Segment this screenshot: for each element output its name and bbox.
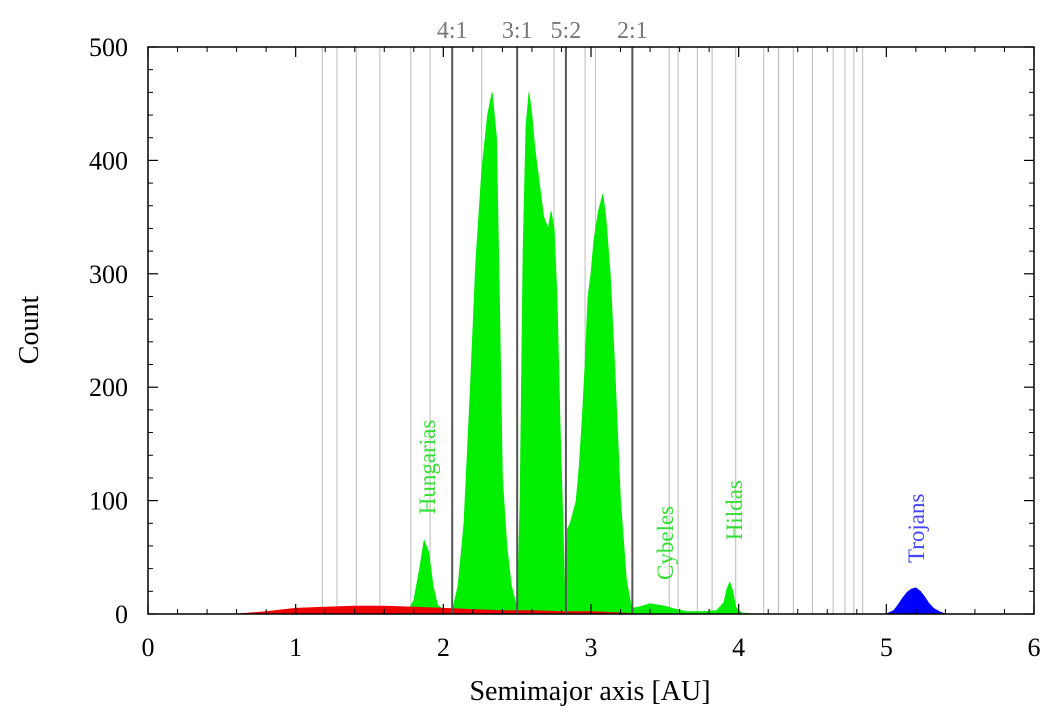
- resonance-lines: [321, 47, 864, 614]
- series-area-main-belt: [406, 92, 754, 615]
- x-tick-label: 5: [880, 633, 893, 662]
- group-label: Trojans: [904, 494, 929, 563]
- y-tick-label: 300: [89, 260, 128, 289]
- series-area-trojans: [885, 587, 946, 615]
- y-axis-title: Count: [14, 296, 45, 365]
- resonance-label: 2:1: [617, 18, 648, 44]
- resonance-label: 5:2: [551, 18, 582, 44]
- x-tick-label: 6: [1028, 633, 1041, 662]
- labels: 4:1 3:1 5:2 2:1 Hungarias Cybeles Hildas Trojan…: [415, 18, 929, 580]
- series-area-neos: [236, 605, 636, 615]
- series-areas: [236, 47, 946, 615]
- x-tick-label: 3: [585, 633, 598, 662]
- resonance-label: 4:1: [437, 18, 468, 44]
- x-tick-label: 1: [289, 633, 302, 662]
- x-tick-label: 2: [437, 633, 450, 662]
- group-label: Hungarias: [415, 420, 440, 515]
- x-axis-title: Semimajor axis [AU]: [469, 676, 710, 707]
- axis-ticks: 0 1 2 3 4 5 6 0 100 200 300 400 500: [89, 33, 1041, 662]
- y-tick-label: 0: [115, 600, 128, 629]
- resonance-label: 3:1: [502, 18, 533, 44]
- y-tick-label: 500: [89, 33, 128, 62]
- y-tick-label: 400: [89, 146, 128, 175]
- x-tick-label: 0: [142, 633, 155, 662]
- y-tick-label: 200: [89, 373, 128, 402]
- y-tick-label: 100: [89, 487, 128, 516]
- group-label: Hildas: [722, 480, 747, 540]
- group-label: Cybeles: [653, 506, 678, 580]
- x-tick-label: 4: [732, 633, 745, 662]
